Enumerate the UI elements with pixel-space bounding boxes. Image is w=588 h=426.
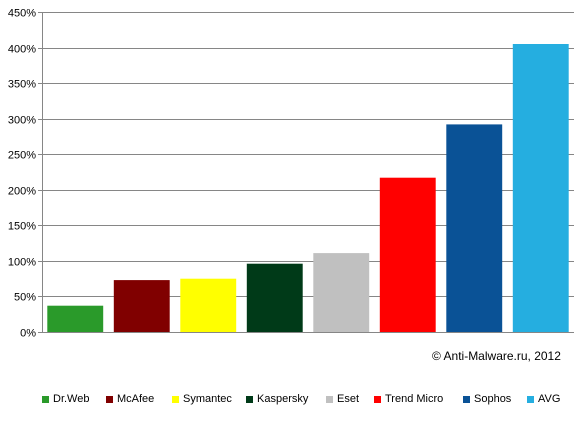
bar-trend-micro: [379, 177, 436, 332]
bar-avg: [512, 44, 569, 332]
legend-label: Kaspersky: [257, 393, 309, 405]
legend-swatch: [246, 395, 253, 403]
bars: [47, 44, 569, 333]
legend-swatch: [42, 395, 49, 403]
legend-swatch: [106, 395, 113, 403]
legend-item: Sophos: [463, 393, 511, 405]
y-tick-label: 0%: [20, 328, 36, 340]
legend-item: Kaspersky: [246, 393, 308, 405]
legend-swatch: [172, 395, 179, 403]
bar-kaspersky: [246, 263, 303, 332]
y-tick-label: 100%: [8, 257, 36, 269]
bar-dr-web: [47, 305, 104, 332]
y-tick-label: 450%: [8, 8, 36, 20]
bar-eset: [313, 253, 370, 332]
bar-sophos: [446, 124, 503, 333]
y-tick-label: 50%: [14, 292, 36, 304]
legend-label: Eset: [337, 393, 360, 405]
y-tick-label: 400%: [8, 44, 36, 56]
copyright-annotation: © Anti-Malware.ru, 2012: [432, 349, 561, 363]
legend-swatch: [374, 395, 381, 403]
legend-item: Symantec: [172, 393, 232, 405]
legend-label: AVG: [538, 393, 561, 405]
legend-label: Sophos: [474, 393, 512, 405]
legend-label: McAfee: [117, 393, 155, 405]
legend-swatch: [527, 395, 534, 403]
y-tick-label: 300%: [8, 115, 36, 127]
legend-swatch: [326, 395, 333, 403]
bar-symantec: [180, 278, 237, 332]
legend-item: Eset: [326, 393, 359, 405]
legend-label: Symantec: [183, 393, 232, 405]
legend-label: Trend Micro: [385, 393, 444, 405]
y-tick-label: 350%: [8, 79, 36, 91]
legend-item: AVG: [527, 393, 560, 405]
y-tick-label: 200%: [8, 186, 36, 198]
y-tick-label: 150%: [8, 221, 36, 233]
legend: Dr.Web McAfee Symantec Kaspersky Eset Trend M…: [0, 393, 588, 409]
legend-swatch: [463, 395, 470, 403]
y-axis: 0% 50% 100% 150% 200% 250% 300% 350% 400% 450%: [8, 8, 43, 340]
legend-item: McAfee: [106, 393, 154, 405]
legend-item: Trend Micro: [374, 393, 443, 405]
y-tick-label: 250%: [8, 150, 36, 162]
bar-mcafee: [113, 280, 170, 332]
legend-item: Dr.Web: [42, 393, 89, 405]
legend-label: Dr.Web: [53, 393, 90, 405]
